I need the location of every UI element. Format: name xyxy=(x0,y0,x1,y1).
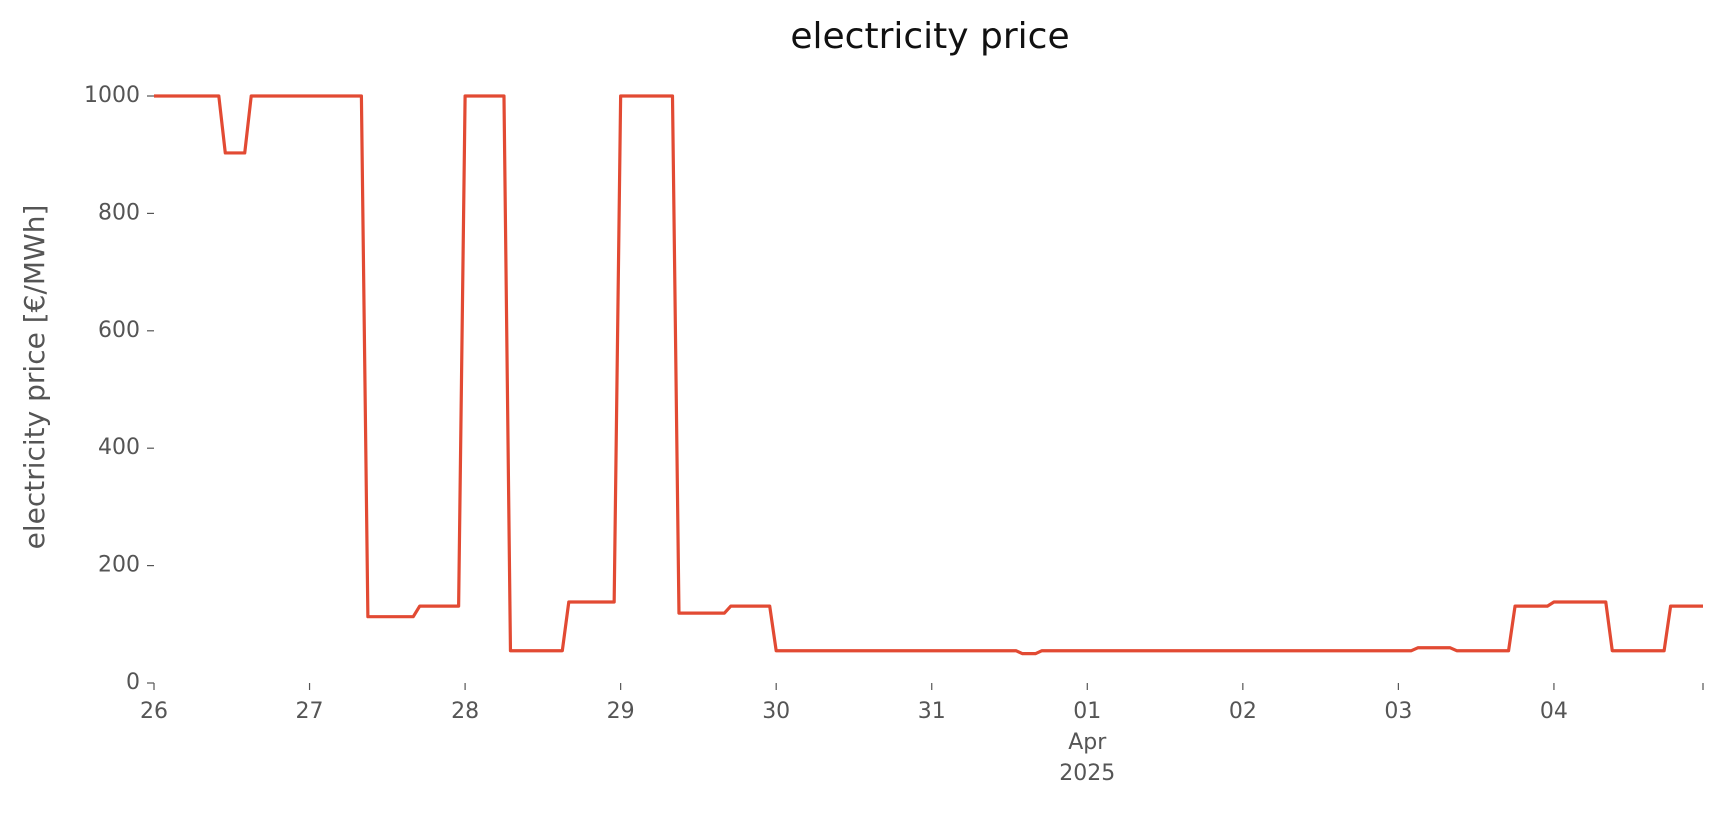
y-tick-label: 200 xyxy=(98,553,140,578)
x-tick-label: 01 Apr 2025 xyxy=(1059,699,1116,786)
chart-title: electricity price xyxy=(790,16,1069,57)
y-tick-label: 1000 xyxy=(84,83,140,108)
y-tick-label: 400 xyxy=(98,435,140,460)
x-tick-label: 03 xyxy=(1384,699,1413,724)
price-line xyxy=(154,94,1703,656)
x-tick-label: 04 xyxy=(1539,699,1568,724)
x-tick-label: 02 xyxy=(1228,699,1257,724)
x-tick-label: 29 xyxy=(606,699,635,724)
x-tick-label: 31 xyxy=(917,699,946,724)
y-tick-label: 800 xyxy=(98,200,140,225)
x-tick-label: 26 xyxy=(140,699,168,724)
x-tick-label: 28 xyxy=(451,699,480,724)
y-tick-label: 0 xyxy=(126,670,140,695)
x-tick-label: 30 xyxy=(762,699,791,724)
y-tick-label: 600 xyxy=(98,318,140,343)
y-axis-label: electricity price [€/MWh] xyxy=(18,205,51,550)
x-tick-label: 27 xyxy=(295,699,324,724)
